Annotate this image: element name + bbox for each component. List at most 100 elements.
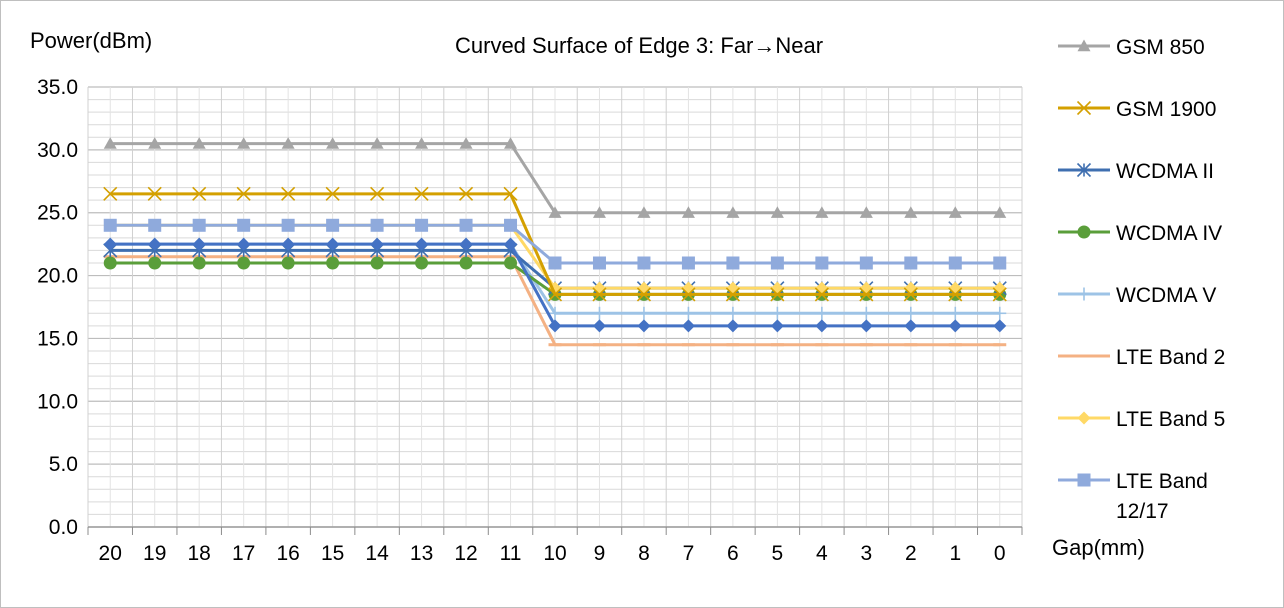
x-tick-label: 18	[188, 542, 211, 565]
data-point	[504, 137, 518, 149]
data-point	[726, 306, 740, 320]
data-point	[504, 218, 518, 232]
data-point	[370, 218, 384, 232]
data-point	[637, 319, 651, 333]
data-point	[592, 256, 606, 270]
x-axis-label: Gap(mm)	[1052, 535, 1145, 560]
data-point	[237, 218, 251, 232]
data-point	[592, 287, 607, 302]
data-point	[325, 186, 340, 201]
data-point	[770, 256, 784, 270]
data-point	[459, 218, 473, 232]
legend-label: GSM 1900	[1116, 98, 1216, 121]
x-tick-label: 6	[727, 542, 739, 565]
data-point	[681, 256, 695, 270]
chart-title: Curved Surface of Edge 3: Far→Near	[455, 33, 824, 58]
data-point	[547, 287, 563, 302]
x-tick-label: 0	[994, 542, 1006, 565]
y-tick-label: 35.0	[37, 76, 78, 99]
data-point	[770, 287, 785, 302]
data-point	[815, 306, 829, 320]
data-point	[636, 287, 652, 302]
y-tick-label: 5.0	[49, 453, 78, 476]
y-tick-label: 15.0	[37, 327, 78, 350]
legend-item: WCDMA V	[1058, 284, 1216, 307]
data-point	[326, 218, 340, 232]
data-point	[681, 306, 695, 320]
data-point	[326, 256, 340, 270]
data-point	[237, 256, 251, 270]
data-point	[548, 306, 562, 320]
data-point	[148, 137, 162, 149]
data-point	[459, 256, 473, 270]
x-tick-label: 13	[410, 542, 433, 565]
x-tick-label: 10	[543, 542, 566, 565]
data-point	[815, 319, 829, 333]
legend-marker	[1076, 100, 1092, 116]
x-tick-label: 17	[232, 542, 255, 565]
data-point	[504, 256, 518, 270]
series-gsm-1900	[103, 186, 1007, 302]
data-point	[281, 186, 296, 201]
data-point	[904, 206, 918, 218]
legend-label: WCDMA II	[1116, 160, 1214, 183]
x-tick-label: 19	[143, 542, 166, 565]
x-tick-label: 2	[905, 542, 917, 565]
data-point	[103, 137, 117, 149]
data-point	[993, 206, 1007, 218]
data-point	[148, 256, 162, 270]
data-point	[859, 319, 873, 333]
y-tick-label: 20.0	[37, 265, 78, 288]
data-point	[326, 137, 340, 149]
legend-item: GSM 850	[1058, 36, 1205, 59]
data-point	[370, 137, 384, 149]
data-point	[414, 186, 429, 201]
data-point	[192, 186, 207, 201]
data-point	[237, 237, 251, 251]
data-point	[281, 256, 295, 270]
legend-item: WCDMA II	[1058, 160, 1214, 183]
series-lte-band-2	[103, 255, 1007, 347]
data-point	[770, 306, 784, 320]
x-tick-label: 12	[454, 542, 477, 565]
data-point	[948, 206, 962, 218]
legend-marker	[1077, 39, 1091, 52]
data-point	[681, 287, 696, 302]
data-point	[993, 319, 1007, 333]
data-point	[370, 186, 385, 201]
data-point	[103, 186, 118, 201]
x-tick-label: 1	[949, 542, 961, 565]
y-tick-label: 30.0	[37, 139, 78, 162]
data-point	[948, 256, 962, 270]
data-point	[681, 206, 695, 218]
data-point	[103, 218, 117, 232]
data-point	[948, 287, 963, 302]
legend-item: GSM 1900	[1058, 98, 1216, 121]
data-point	[459, 237, 473, 251]
y-tick-label: 10.0	[37, 390, 78, 413]
data-point	[192, 137, 206, 149]
data-point	[859, 256, 873, 270]
legend-label: 12/17	[1116, 500, 1169, 523]
data-point	[103, 237, 117, 251]
data-point	[148, 237, 162, 251]
data-point	[370, 237, 384, 251]
legend-label: LTE Band 5	[1116, 408, 1225, 431]
data-point	[904, 256, 918, 270]
legend-label: LTE Band	[1116, 470, 1208, 493]
data-point	[147, 186, 162, 201]
legend-item: WCDMA IV	[1058, 222, 1222, 245]
data-point	[192, 256, 206, 270]
data-point	[904, 319, 918, 333]
data-point	[637, 206, 651, 218]
x-tick-label: 11	[500, 542, 522, 565]
data-point	[903, 287, 918, 302]
data-point	[637, 306, 651, 320]
data-point	[815, 206, 829, 218]
data-point	[637, 256, 651, 270]
y-tick-label: 25.0	[37, 202, 78, 225]
data-point	[592, 306, 606, 320]
legend-item: LTE Band 2	[1058, 346, 1225, 369]
data-point	[415, 256, 429, 270]
